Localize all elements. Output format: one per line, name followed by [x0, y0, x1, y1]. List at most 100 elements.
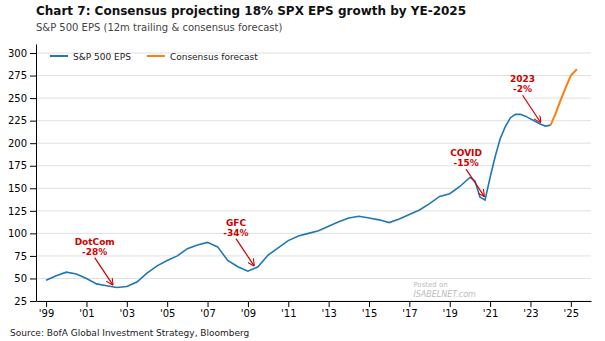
grid-line	[36, 165, 591, 166]
x-tick-mark	[369, 301, 370, 307]
x-tick-label: '21	[483, 308, 498, 319]
x-tick-mark	[127, 301, 128, 307]
grid-line	[36, 210, 591, 211]
annotation-arrow	[95, 258, 113, 285]
legend-label: S&P 500 EPS	[73, 52, 131, 62]
x-tick: '19	[442, 301, 457, 319]
grid-line	[36, 143, 591, 144]
series-line	[46, 114, 551, 287]
y-tick-label: 50	[14, 273, 27, 284]
annotation-arrow	[466, 169, 484, 196]
y-axis-line	[36, 45, 37, 302]
x-tick: '25	[564, 301, 579, 319]
x-tick-mark	[288, 301, 289, 307]
x-tick: '09	[241, 301, 256, 319]
annotations: DotCom-28%GFC-34%COVID-15%2023-2%	[75, 74, 541, 284]
x-tick: '99	[39, 301, 54, 319]
y-tick: 225	[8, 115, 36, 126]
x-tick-label: '03	[120, 308, 135, 319]
grid-line	[36, 301, 591, 302]
y-tick-label: 200	[8, 138, 27, 149]
grid-line	[36, 278, 591, 279]
y-tick-label: 250	[8, 93, 27, 104]
watermark-text: Posted on	[413, 281, 447, 289]
x-tick-mark	[329, 301, 330, 307]
annotation-arrow	[236, 239, 254, 266]
y-tick: 175	[8, 160, 36, 171]
legend-swatch	[147, 55, 165, 57]
x-tick-mark	[450, 301, 451, 307]
x-tick-label: '07	[200, 308, 215, 319]
x-tick-mark	[248, 301, 249, 307]
y-tick-label: 150	[8, 183, 27, 194]
x-tick-label: '09	[241, 308, 256, 319]
y-tick-label: 75	[14, 251, 27, 262]
series-line	[551, 69, 577, 125]
y-tick-label: 225	[8, 115, 27, 126]
y-tick-label: 25	[14, 296, 27, 307]
title: Chart 7: Consensus projecting 18% SPX EP…	[36, 4, 466, 18]
x-tick-mark	[571, 301, 572, 307]
y-tick-mark	[30, 76, 36, 77]
watermark: Posted onISABELNET.com	[413, 281, 476, 299]
annotation-arrow	[523, 95, 541, 122]
y-tick-mark	[30, 98, 36, 99]
x-tick-label: '99	[39, 308, 54, 319]
x-tick: '05	[160, 301, 175, 319]
x-tick-mark	[490, 301, 491, 307]
annotation: DotCom-28%	[75, 237, 115, 257]
y-tick-label: 300	[8, 48, 27, 59]
y-tick: 200	[8, 138, 36, 149]
x-tick-label: '25	[564, 308, 579, 319]
x-axis-line	[37, 301, 592, 302]
x-tick-label: '15	[362, 308, 377, 319]
chart: Chart 7: Consensus projecting 18% SPX EP…	[0, 0, 605, 341]
y-tick-mark	[30, 121, 36, 122]
y-tick: 150	[8, 183, 36, 194]
y-tick-mark	[30, 301, 36, 302]
x-tick: '23	[523, 301, 538, 319]
grid	[36, 53, 591, 301]
x-tick-mark	[208, 301, 209, 307]
y-tick-mark	[30, 233, 36, 234]
x-tick: '21	[483, 301, 498, 319]
x-tick: '01	[79, 301, 94, 319]
x-tick-label: '19	[442, 308, 457, 319]
y-tick-label: 100	[8, 228, 27, 239]
x-tick: '17	[402, 301, 417, 319]
y-tick-label: 125	[8, 206, 27, 217]
y-tick: 300	[8, 48, 36, 59]
grid-line	[36, 233, 591, 234]
x-tick: '11	[281, 301, 296, 319]
annotation: COVID-15%	[450, 148, 482, 168]
y-tick-label: 175	[8, 160, 27, 171]
x-tick-mark	[46, 301, 47, 307]
y-axis: 255075100125150175200225250275300	[8, 45, 37, 307]
y-tick-mark	[30, 211, 36, 212]
y-tick: 50	[14, 273, 36, 284]
grid-line	[36, 188, 591, 189]
x-tick-mark	[409, 301, 410, 307]
x-axis: '99 '01 '03 '05 '07 '09 '11 '13 '15 '17 '19 '21 '23 '…	[37, 301, 592, 319]
y-tick: 75	[14, 251, 36, 262]
x-tick-label: '01	[79, 308, 94, 319]
legend-item: S&P 500 EPS	[50, 52, 131, 62]
watermark-text: ISABELNET.com	[413, 290, 476, 299]
x-tick: '15	[362, 301, 377, 319]
y-tick: 25	[14, 296, 36, 307]
y-tick-mark	[30, 256, 36, 257]
series-group	[46, 69, 577, 287]
y-tick: 125	[8, 206, 36, 217]
grid-line	[36, 75, 591, 76]
source: Source: BofA Global Investment Strategy,…	[10, 328, 249, 338]
y-tick-mark	[30, 53, 36, 54]
x-tick: '13	[321, 301, 336, 319]
x-tick-label: '11	[281, 308, 296, 319]
x-tick-mark	[530, 301, 531, 307]
legend: S&P 500 EPS Consensus forecast	[50, 52, 258, 62]
legend-item: Consensus forecast	[147, 52, 258, 62]
grid-line	[36, 255, 591, 256]
x-tick-mark	[86, 301, 87, 307]
x-tick: '03	[120, 301, 135, 319]
y-tick-mark	[30, 166, 36, 167]
